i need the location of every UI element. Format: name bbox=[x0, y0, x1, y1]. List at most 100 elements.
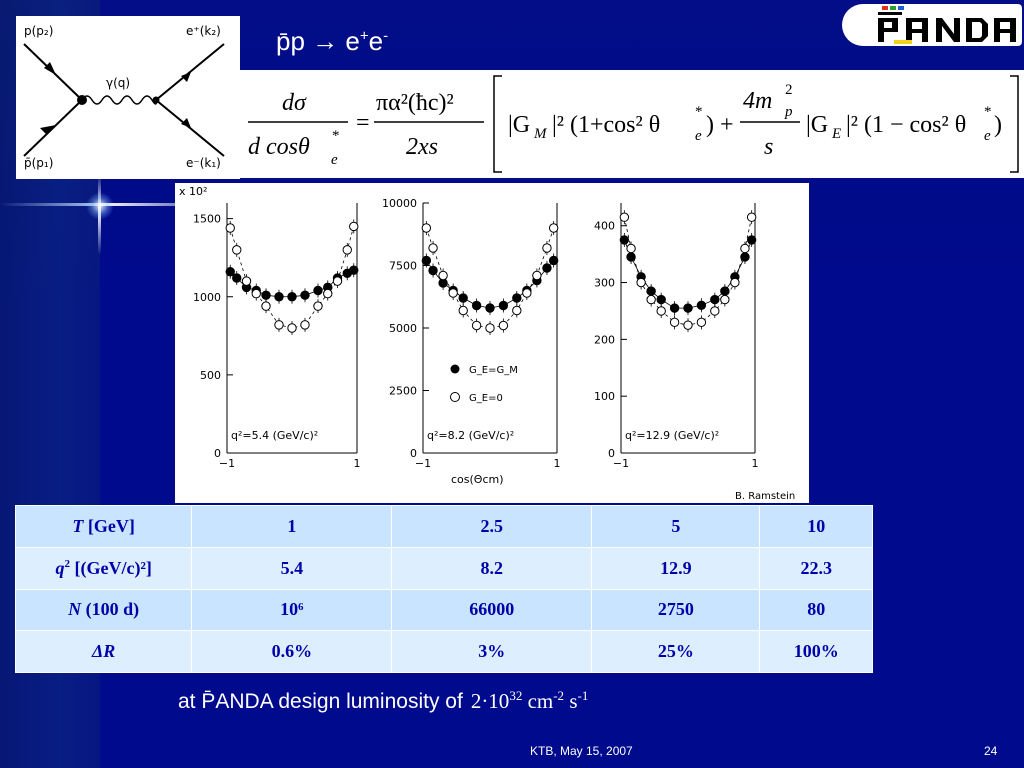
plot-point-filled bbox=[349, 265, 359, 275]
plot-y-tick-label: 100 bbox=[594, 390, 615, 403]
plot-point-filled bbox=[421, 255, 432, 266]
plot-point-open bbox=[241, 276, 252, 286]
plot-point-filled bbox=[313, 285, 323, 296]
table-cell: 10⁶ bbox=[191, 588, 393, 632]
plot-point-open bbox=[498, 320, 509, 331]
plot-x-tick-label: 1 bbox=[752, 457, 759, 470]
plot-point-filled bbox=[696, 300, 707, 310]
title-plus: + bbox=[359, 27, 369, 45]
table-cell: 3% bbox=[391, 630, 593, 673]
plot-point-open bbox=[438, 270, 448, 281]
feynman-label-antiproton: p̄(p₁) bbox=[24, 156, 54, 170]
plot-y-tick-label: 1000 bbox=[193, 291, 221, 304]
plot-y-tick-label: 0 bbox=[214, 447, 221, 460]
plot-point-filled bbox=[287, 292, 297, 302]
plot-y-tick-label: 500 bbox=[200, 369, 221, 382]
row-label-symbol: q bbox=[55, 557, 65, 578]
plot-point-open bbox=[349, 221, 359, 232]
table-cell: 66000 bbox=[391, 588, 593, 632]
luminosity-unit-s-exp: -1 bbox=[577, 688, 589, 703]
luminosity-note: at P̄ANDA design luminosity of 2·1032 cm-… bbox=[178, 688, 588, 714]
luminosity-unit-cm-exp: -2 bbox=[553, 688, 565, 703]
formula-lhs-denominator: d cosθ bbox=[248, 134, 310, 160]
row-label-symbol: T bbox=[72, 515, 84, 536]
table-cell: 1 bbox=[191, 505, 393, 548]
plot-point-filled bbox=[746, 235, 757, 245]
plot-point-open bbox=[261, 301, 271, 311]
plot-point-filled bbox=[428, 265, 438, 276]
formula-gm-tail: |² (1+cos² θ bbox=[552, 112, 660, 138]
formula-lhs-sup: * bbox=[332, 128, 340, 144]
plot-point-open bbox=[548, 223, 559, 233]
formula-ge-sub: E bbox=[831, 126, 841, 142]
luminosity-exponent: 32 bbox=[509, 688, 523, 703]
table-row-label: ΔR bbox=[14, 630, 193, 673]
plot-point-open bbox=[669, 317, 680, 328]
plot-point-open bbox=[300, 320, 310, 330]
formula-end: ) bbox=[994, 112, 1002, 138]
plot-x-tick-label: 1 bbox=[354, 457, 361, 470]
plot-credit: B. Ramstein bbox=[735, 491, 795, 502]
plot-x-tick-label: −1 bbox=[219, 457, 235, 470]
feynman-diagram: p(p₂) p̄(p₁) e⁺(k₂) e⁻(k₁) γ(q) bbox=[16, 16, 240, 179]
plot-point-filled bbox=[225, 267, 235, 277]
table-cell: 8.2 bbox=[391, 546, 593, 590]
table-cell: 2.5 bbox=[391, 505, 593, 548]
formula-theta-sub-2: e bbox=[984, 128, 991, 144]
row-label-exponent: 2 bbox=[64, 557, 70, 570]
plot-y-tick-label: 200 bbox=[594, 333, 615, 346]
statistics-table: T [GeV] 1 2.5 5 10 q2 [(GeV/c)²] 5.4 8.2 12.9 22.… bbox=[14, 505, 873, 673]
table-cell: 12.9 bbox=[591, 546, 761, 590]
formula-theta-sub-1: e bbox=[695, 128, 702, 144]
plot-y-tick-label: 5000 bbox=[389, 322, 417, 335]
statistics-table-body: T [GeV] 1 2.5 5 10 q2 [(GeV/c)²] 5.4 8.2 12.9 22.… bbox=[14, 505, 873, 673]
plot-point-filled bbox=[274, 292, 284, 302]
plot-point-filled bbox=[548, 255, 559, 266]
formula-frac-numerator: 4m bbox=[743, 88, 772, 114]
table-row-label: N (100 d) bbox=[14, 588, 193, 632]
page-number: 24 bbox=[984, 744, 998, 758]
plot-point-open bbox=[720, 294, 730, 305]
plot-point-open bbox=[458, 305, 468, 316]
title-pp: p̄p bbox=[276, 26, 305, 56]
title-arrow: → e bbox=[304, 26, 360, 56]
formula-equals: = bbox=[356, 110, 370, 136]
feynman-label-proton: p(p₂) bbox=[24, 24, 54, 38]
table-row: T [GeV] 1 2.5 5 10 bbox=[14, 505, 873, 548]
feynman-label-electron: e⁻(k₁) bbox=[186, 156, 221, 170]
plot-point-open bbox=[485, 323, 495, 333]
plot-point-open bbox=[512, 305, 522, 316]
light-flare-glow bbox=[86, 192, 114, 220]
row-label-unit: [GeV] bbox=[83, 515, 135, 536]
cross-section-formula: dσ d cosθ e * = πα²(ħc)² 2xs |G M |² (1+… bbox=[240, 70, 1024, 178]
plot-point-open bbox=[428, 243, 438, 253]
row-label-symbol: ΔR bbox=[92, 641, 116, 662]
light-flare-horizontal bbox=[0, 203, 250, 206]
plot-graphic: x 10² cos(Θcm) B. Ramstein G_E=G_M G_E=0… bbox=[179, 185, 795, 502]
plot-point-open bbox=[619, 212, 630, 222]
plot-y-tick-label: 1500 bbox=[193, 213, 221, 226]
formula-prefactor-denominator: 2xs bbox=[406, 134, 438, 160]
plot-point-filled bbox=[261, 290, 271, 300]
table-cell: 5 bbox=[591, 505, 761, 548]
table-cell: 5.4 bbox=[191, 546, 393, 590]
plot-x-tick-label: 1 bbox=[554, 457, 561, 470]
plot-point-open bbox=[730, 277, 740, 288]
plot-point-filled bbox=[498, 300, 509, 311]
formula-lhs-sub: e bbox=[331, 152, 338, 168]
luminosity-base: 2·10 bbox=[470, 689, 510, 713]
plot-annotation: q²=8.2 (GeV/c)² bbox=[427, 429, 514, 442]
plot-x-tick-label: −1 bbox=[613, 457, 629, 470]
formula-frac-denominator: s bbox=[764, 134, 773, 160]
legend-filled-label: G_E=G_M bbox=[469, 365, 518, 376]
table-cell: 2750 bbox=[591, 588, 761, 632]
plot-point-open bbox=[656, 306, 666, 316]
table-cell: 25% bbox=[591, 630, 761, 673]
plot-point-filled bbox=[512, 293, 522, 303]
formula-gm-term: |G bbox=[508, 112, 530, 138]
luminosity-note-text: at P̄ANDA design luminosity of bbox=[178, 690, 463, 713]
formula-theta-sup-2: * bbox=[984, 104, 992, 120]
formula-theta-sup-1: * bbox=[695, 104, 703, 120]
plot-point-open bbox=[532, 270, 542, 281]
plot-point-filled bbox=[471, 300, 482, 311]
